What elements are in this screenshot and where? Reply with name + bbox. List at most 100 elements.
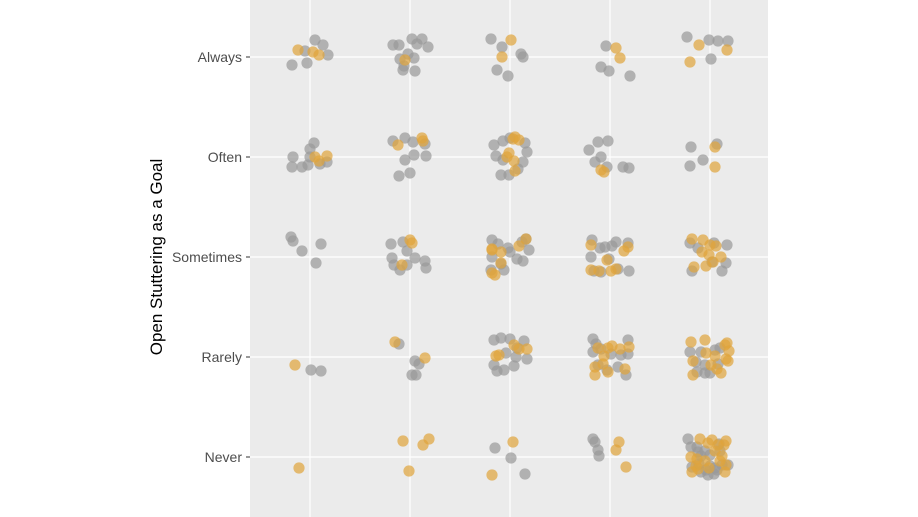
gray-data-point-12 <box>387 39 399 51</box>
gray-data-point-65 <box>602 135 614 147</box>
gray-data-point-67 <box>589 156 601 168</box>
gray-data-point-107 <box>610 236 622 248</box>
orange-data-point-95 <box>403 465 415 477</box>
orange-data-point-85 <box>687 355 699 367</box>
orange-data-point-90 <box>715 367 727 379</box>
orange-data-point-77 <box>685 336 697 348</box>
orange-data-point-76 <box>619 363 631 375</box>
gray-data-point-19 <box>411 38 423 50</box>
gray-data-point-11 <box>422 41 434 53</box>
y-tick-label-always: Always <box>198 49 242 65</box>
gray-data-point-141 <box>521 353 533 365</box>
orange-data-point-91 <box>293 462 305 474</box>
gray-data-point-86 <box>409 252 421 264</box>
gray-data-point-102 <box>523 244 535 256</box>
gray-data-point-76 <box>287 235 299 247</box>
gray-data-point-25 <box>502 70 514 82</box>
y-axis-ticks: Never Rarely Sometimes Often Always <box>172 49 250 465</box>
gray-data-point-69 <box>623 162 635 174</box>
orange-data-point-66 <box>592 342 604 354</box>
gray-data-point-28 <box>603 65 615 77</box>
gray-data-point-16 <box>397 64 409 76</box>
gray-data-point-4 <box>317 39 329 51</box>
gray-data-point-26 <box>600 40 612 52</box>
orange-data-point-92 <box>397 435 409 447</box>
gray-data-point-24 <box>491 64 503 76</box>
gray-data-point-5 <box>322 49 334 61</box>
orange-data-point-107 <box>720 435 732 447</box>
orange-data-point-51 <box>710 240 722 252</box>
orange-data-point-65 <box>521 343 533 355</box>
orange-data-point-46 <box>610 263 622 275</box>
orange-data-point-117 <box>703 462 715 474</box>
gray-data-point-165 <box>505 452 517 464</box>
orange-data-point-36 <box>489 269 501 281</box>
gray-data-point-170 <box>593 450 605 462</box>
orange-data-point-118 <box>719 466 731 478</box>
orange-data-point-30 <box>406 237 418 249</box>
orange-data-point-3 <box>313 49 325 61</box>
gray-data-point-33 <box>722 35 734 47</box>
orange-data-point-56 <box>688 261 700 273</box>
gray-data-point-30 <box>681 31 693 43</box>
orange-data-point-20 <box>513 134 525 146</box>
orange-data-point-84 <box>723 345 735 357</box>
gray-data-point-63 <box>583 144 595 156</box>
gray-data-point-118 <box>721 239 733 251</box>
gray-data-point-164 <box>489 442 501 454</box>
orange-data-point-94 <box>423 433 435 445</box>
gray-data-point-80 <box>385 238 397 250</box>
gray-data-point-48 <box>408 149 420 161</box>
orange-data-point-89 <box>687 369 699 381</box>
orange-data-point-9 <box>693 39 705 51</box>
orange-data-point-8 <box>614 52 626 64</box>
orange-data-point-12 <box>321 150 333 162</box>
gray-data-point-50 <box>404 167 416 179</box>
orange-data-point-74 <box>589 369 601 381</box>
orange-data-point-6 <box>496 51 508 63</box>
gray-data-point-45 <box>407 136 419 148</box>
gray-data-point-38 <box>304 143 316 155</box>
gray-data-point-29 <box>624 70 636 82</box>
orange-data-point-16 <box>392 139 404 151</box>
gray-data-point-7 <box>301 57 313 69</box>
orange-data-point-26 <box>598 166 610 178</box>
orange-data-point-5 <box>505 34 517 46</box>
gray-data-point-35 <box>287 151 299 163</box>
gray-data-point-55 <box>488 139 500 151</box>
y-tick-label-never: Never <box>205 449 243 465</box>
gray-data-point-128 <box>406 369 418 381</box>
orange-data-point-31 <box>396 259 408 271</box>
plot-panel <box>250 0 768 517</box>
gray-data-point-154 <box>684 346 696 358</box>
orange-data-point-73 <box>597 358 609 370</box>
gray-data-point-71 <box>685 141 697 153</box>
gray-data-point-99 <box>517 255 529 267</box>
gray-data-point-62 <box>495 169 507 181</box>
gray-data-point-166 <box>519 468 531 480</box>
orange-data-point-97 <box>486 469 498 481</box>
orange-data-point-57 <box>700 260 712 272</box>
orange-data-point-23 <box>508 155 520 167</box>
gray-data-point-89 <box>401 245 413 257</box>
orange-data-point-10 <box>721 44 733 56</box>
gray-data-point-15 <box>409 65 421 77</box>
gray-data-point-59 <box>521 146 533 158</box>
gray-data-point-49 <box>393 170 405 182</box>
orange-data-point-82 <box>709 350 721 362</box>
orange-data-point-116 <box>686 466 698 478</box>
orange-data-point-44 <box>601 254 613 266</box>
orange-data-point-28 <box>709 161 721 173</box>
orange-data-point-48 <box>686 233 698 245</box>
gray-data-point-64 <box>592 136 604 148</box>
orange-data-point-64 <box>513 343 525 355</box>
orange-data-point-96 <box>507 436 519 448</box>
gray-data-point-140 <box>498 364 510 376</box>
orange-data-point-1 <box>292 44 304 56</box>
gray-data-point-42 <box>296 161 308 173</box>
orange-data-point-78 <box>699 334 711 346</box>
orange-data-point-70 <box>614 343 626 355</box>
orange-data-point-75 <box>602 366 614 378</box>
orange-data-point-34 <box>495 246 507 258</box>
y-tick-label-sometimes: Sometimes <box>172 249 242 265</box>
